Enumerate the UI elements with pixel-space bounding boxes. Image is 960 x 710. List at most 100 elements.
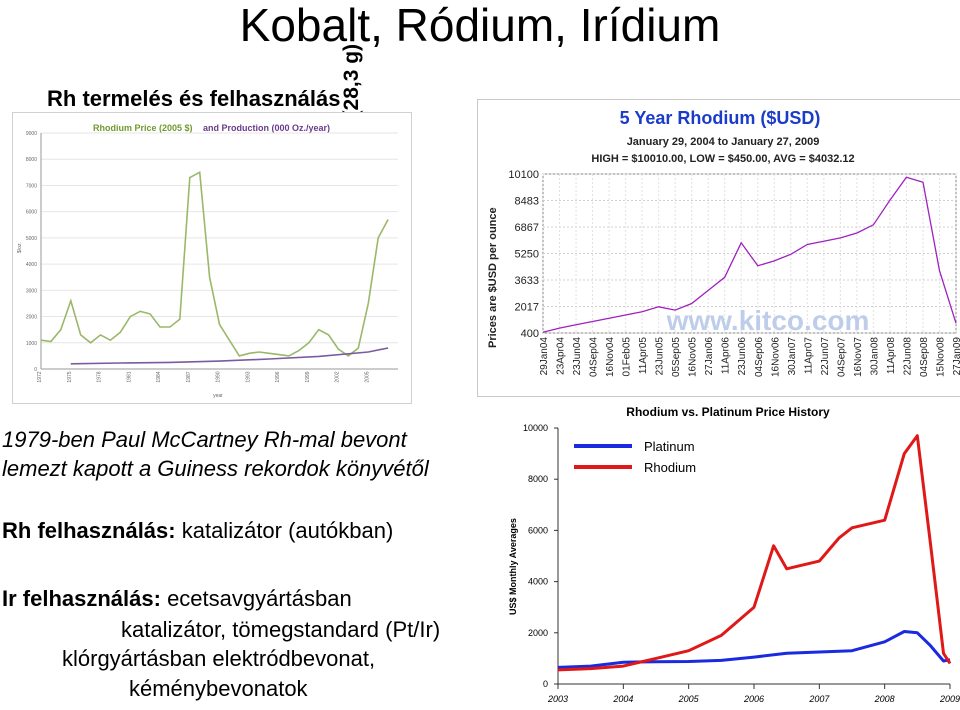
chart2-xtick-label: 30Jan08 xyxy=(869,337,880,376)
chart3-ytick-label: 4000 xyxy=(528,577,548,587)
chart1-xtick-label: 1990 xyxy=(216,371,222,382)
chart1-xtick-label: 2002 xyxy=(335,371,341,382)
chart2-xtick-label: 23Jun06 xyxy=(737,337,748,376)
chart2-xtick-label: 11Apr07 xyxy=(803,337,814,375)
rh-use-value: katalizátor (autókban) xyxy=(175,518,394,543)
chart1-ytick-label: 7000 xyxy=(26,183,37,189)
ir-use-line: Ir felhasználás: ecetsavgyártásban xyxy=(2,586,352,612)
chart3-legend-label-rhodium: Rhodium xyxy=(644,460,696,475)
chart2-xtick-label: 04Sep08 xyxy=(919,337,930,377)
chart3-ytick-label: 6000 xyxy=(528,525,548,535)
chart1-xtick-label: 1999 xyxy=(305,371,311,382)
chart3-title: Rhodium vs. Platinum Price History xyxy=(626,405,830,419)
chart3-xtick-label: 2003 xyxy=(547,694,568,704)
chart2-xtick-label: 23Jun04 xyxy=(572,337,583,376)
chart1-xtick-label: 1978 xyxy=(97,371,103,382)
chart1-ytick-label: 5000 xyxy=(26,236,37,242)
chart2-xtick-label: 16Nov07 xyxy=(853,337,864,377)
chart2-xtick-label: 11Apr08 xyxy=(886,337,897,375)
chart3-xtick-label: 2008 xyxy=(874,694,895,704)
chart2-xtick-label: 05Sep05 xyxy=(671,337,682,377)
chart2-ytick-label: 400 xyxy=(521,328,539,340)
chart2-xtick-label: 04Sep06 xyxy=(754,337,765,377)
slide-title: Kobalt, Ródium, Irídium xyxy=(239,0,721,51)
five-year-rhodium-chart: 5 Year Rhodium ($USD) January 29, 2004 to… xyxy=(477,99,960,397)
chart3-xtick-label: 2004 xyxy=(612,694,633,704)
chart2-stats: HIGH = $10010.00, LOW = $450.00, AVG = $… xyxy=(591,153,854,165)
chart2-xtick-label: 16Nov04 xyxy=(605,337,616,377)
rh-vs-pt-svg: Rhodium vs. Platinum Price History 0 2000 4… xyxy=(508,405,960,704)
chart2-ytick-label: 3633 xyxy=(515,275,539,287)
chart1-price-line xyxy=(40,171,389,357)
chart2-xtick-label: 29Jan04 xyxy=(539,337,550,376)
chart3-ytick-label: 8000 xyxy=(528,474,548,484)
chart2-watermark: www.kitco.com xyxy=(666,305,870,336)
ir-use-label: Ir felhasználás: xyxy=(2,586,161,611)
chart2-ylabel: Prices are $USD per ounce xyxy=(487,207,499,348)
chart1-ytick-label: 4000 xyxy=(26,262,37,268)
chart2-title: 5 Year Rhodium ($USD) xyxy=(620,108,821,128)
chart2-xtick-label: 16Nov05 xyxy=(688,337,699,377)
chart3-ytick-label: 10000 xyxy=(523,423,548,433)
chart2-xtick-label: 22Jun07 xyxy=(820,337,831,376)
chart1-title-rest: and Production (000 Oz./year) xyxy=(203,123,330,133)
note-line-2: lemezt kapott a Guiness rekordok könyvét… xyxy=(2,456,429,481)
chart1-xtick-label: 1981 xyxy=(126,371,132,382)
chart1-title: Rhodium Price (2005 $) xyxy=(93,123,193,133)
chart2-xtick-label: 11Apr05 xyxy=(638,337,649,375)
ir-use-line-4: kéménybevonatok xyxy=(129,676,308,701)
chart1-production-line xyxy=(70,347,389,365)
five-year-rhodium-svg: 5 Year Rhodium ($USD) January 29, 2004 to… xyxy=(487,108,960,377)
chart2-xtick-label: 27Jan06 xyxy=(704,337,715,376)
chart3-line-rhodium xyxy=(557,434,952,672)
chart2-rhodium-line xyxy=(542,176,957,333)
chart1-xtick-label: 1993 xyxy=(245,371,251,382)
chart1-xtick-label: 1984 xyxy=(156,371,162,382)
chart3-legend-label-platinum: Platinum xyxy=(644,439,695,454)
chart2-ytick-label: 10100 xyxy=(508,169,539,181)
chart2-xtick-label: 16Nov06 xyxy=(770,337,781,377)
chart2-xtick-label: 23Apr04 xyxy=(556,337,567,375)
chart1-ytick-label: 9000 xyxy=(26,131,37,137)
ir-use-value: ecetsavgyártásban xyxy=(160,586,352,611)
chart1-xtick-label: 1975 xyxy=(67,371,73,382)
chart1-ytick-label: 6000 xyxy=(26,210,37,216)
chart2-xtick-label: 04Sep07 xyxy=(836,337,847,377)
chart2-xtick-label: 11Apr06 xyxy=(721,337,732,375)
chart1-ytick-label: 1000 xyxy=(26,341,37,347)
chart2-xtick-label: 23Jun05 xyxy=(655,337,666,376)
chart1-ytick-label: 3000 xyxy=(26,288,37,294)
chart1-xtick-label: 1987 xyxy=(186,371,192,382)
chart2-date-range: January 29, 2004 to January 27, 2009 xyxy=(627,136,820,148)
chart3-xtick-label: 2007 xyxy=(808,694,830,704)
chart3-ytick-label: 0 xyxy=(543,679,548,689)
chart2-xtick-label: 15Nov08 xyxy=(935,337,946,377)
chart1-ytick-label: 2000 xyxy=(26,315,37,321)
chart2-ytick-label: 2017 xyxy=(515,301,539,313)
chart2-ytick-label: 6867 xyxy=(515,222,539,234)
chart2-xtick-label: 01Feb05 xyxy=(622,337,633,377)
section-subtitle: Rh termelés és felhasználás xyxy=(47,86,341,111)
note-line-1: 1979-ben Paul McCartney Rh-mal bevont xyxy=(2,427,407,452)
chart1-ytick-label: 0 xyxy=(34,367,37,373)
rh-use-line: Rh felhasználás: katalizátor (autókban) xyxy=(2,518,393,544)
ir-use-line-2: katalizátor, tömegstandard (Pt/Ir) xyxy=(121,617,441,642)
chart2-xtick-label: 04Sep04 xyxy=(589,337,600,377)
chart3-ylabel: US$ Monthly Averages xyxy=(508,518,518,615)
rhodium-production-chart: Rhodium Price (2005 $) and Production (0… xyxy=(12,112,412,404)
chart1-xlabel: year xyxy=(213,393,223,399)
chart3-xtick-label: 2006 xyxy=(743,694,764,704)
rh-vs-pt-chart: Rhodium vs. Platinum Price History 0 2000 4… xyxy=(502,400,960,710)
rh-use-label: Rh felhasználás: xyxy=(2,518,176,543)
chart1-ytick-label: 8000 xyxy=(26,157,37,163)
chart3-ytick-label: 2000 xyxy=(528,628,548,638)
chart2-xtick-label: 27Jan09 xyxy=(952,337,960,376)
chart1-xtick-label: 1972 xyxy=(37,371,43,382)
chart1-ylabel: $/oz. xyxy=(17,242,23,253)
chart1-xtick-label: 2005 xyxy=(364,371,370,382)
ir-use-line-3: klórgyártásban elektródbevonat, xyxy=(62,646,376,671)
chart2-xtick-label: 30Jan07 xyxy=(787,337,798,376)
chart3-xtick-label: 2009 xyxy=(939,694,960,704)
chart2-xtick-label: 22Jun08 xyxy=(902,337,913,376)
chart2-ytick-label: 5250 xyxy=(515,249,539,261)
